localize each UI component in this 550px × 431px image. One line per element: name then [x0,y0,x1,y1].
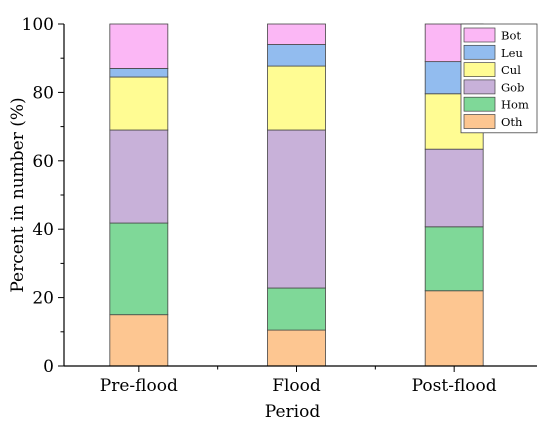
legend-swatch-oth [463,114,496,129]
y-axis-title: Percent in number (%) [8,97,28,292]
y-tick-label: 0 [43,357,54,377]
y-tick-label: 100 [22,15,54,35]
bar-oth-flood [267,329,326,367]
bar-hom-post-flood [424,226,484,292]
bar-leu-flood [267,44,326,67]
bar-gob-pre-flood [109,129,169,224]
bar-leu-pre-flood [109,68,169,78]
legend-label-cul: Cul [501,63,521,77]
bar-gob-flood [267,129,326,289]
legend-swatch-gob [463,79,496,95]
legend-label-bot: Bot [501,29,521,43]
bar-oth-post-flood [424,290,484,367]
x-tick-label: Pre-flood [100,376,178,396]
x-tick-label: Flood [272,376,321,396]
bar-bot-pre-flood [109,23,169,69]
x-axis-title: Period [265,402,321,422]
bar-bot-flood [267,23,326,45]
legend-label-hom: Hom [501,98,529,112]
y-tick-label: 80 [32,83,54,103]
bar-hom-flood [267,287,326,331]
bars-layer [109,23,484,367]
bar-oth-pre-flood [109,314,169,367]
legend-label-leu: Leu [501,46,523,60]
legend-swatch-bot [463,27,496,43]
legend-label-gob: Gob [501,80,524,94]
bar-hom-pre-flood [109,222,169,316]
bar-gob-post-flood [424,148,484,228]
x-tick-label: Post-flood [412,376,497,396]
legend: Bot Leu Cul Gob Hom Oth [460,23,538,134]
bar-cul-pre-flood [109,76,169,131]
legend-swatch-cul [463,62,496,77]
legend-swatch-hom [463,96,496,112]
y-ticks: 0 20 40 60 80 100 [22,15,64,377]
legend-swatch-leu [463,44,496,60]
y-tick-label: 40 [32,220,54,240]
y-tick-label: 20 [32,289,54,309]
x-ticks: Pre-flood Flood Post-flood [100,366,497,396]
legend-label-oth: Oth [501,115,523,129]
y-tick-label: 60 [32,152,54,172]
bar-cul-flood [267,65,326,131]
